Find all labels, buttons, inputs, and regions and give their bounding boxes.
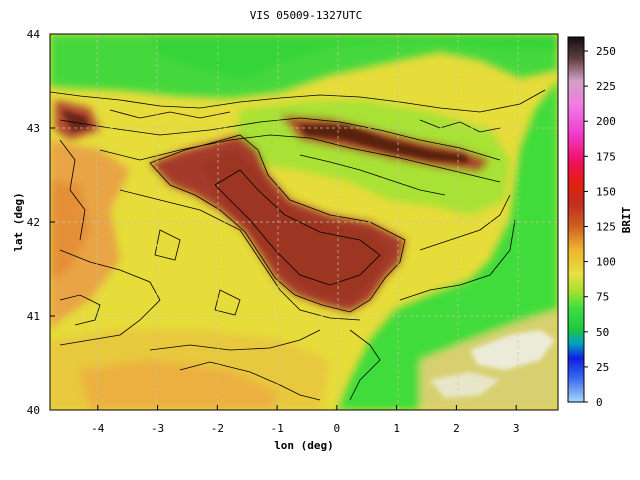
- colorbar-tick-label: 50: [596, 326, 609, 339]
- colorbar-tick-label: 75: [596, 291, 609, 304]
- y-axis: 40 41 42 43 44 lat (deg): [12, 28, 55, 417]
- grid-lines: [50, 34, 558, 410]
- x-tick-label: 2: [453, 422, 460, 435]
- x-tick-label: -1: [270, 422, 283, 435]
- colorbar-tick-label: 250: [596, 45, 616, 58]
- x-tick-label: -2: [211, 422, 224, 435]
- colorbar: 0 25 50 75 100 125 150 175 200 225 250 BRIT: [567, 36, 633, 409]
- colorbar-tick-label: 200: [596, 115, 616, 128]
- y-axis-label: lat (deg): [12, 192, 25, 252]
- plot-title: VIS 05009-1327UTC: [250, 9, 363, 22]
- colorbar-tick-label: 175: [596, 150, 616, 163]
- colorbar-label: BRIT: [620, 206, 633, 233]
- colorbar-tick-label: 100: [596, 256, 616, 269]
- x-tick-label: -3: [151, 422, 164, 435]
- x-axis: -4 -3 -2 -1 0 1 2 3 lon (deg): [91, 405, 519, 452]
- colorbar-gradient: [567, 36, 585, 403]
- colorbar-tick-label: 0: [596, 396, 603, 409]
- colorbar-tick-label: 25: [596, 361, 609, 374]
- y-tick-label: 43: [27, 122, 40, 135]
- x-axis-label: lon (deg): [274, 439, 334, 452]
- x-tick-label: 0: [334, 422, 341, 435]
- map-raster: [50, 34, 558, 410]
- colorbar-tick-label: 225: [596, 80, 616, 93]
- x-tick-label: -4: [91, 422, 105, 435]
- y-tick-label: 41: [27, 310, 40, 323]
- x-tick-label: 1: [393, 422, 400, 435]
- y-tick-label: 42: [27, 216, 40, 229]
- y-tick-label: 40: [27, 404, 40, 417]
- x-tick-label: 3: [513, 422, 520, 435]
- contour-lines: [50, 89, 546, 401]
- colorbar-tick-label: 150: [596, 185, 616, 198]
- y-tick-label: 44: [27, 28, 41, 41]
- colorbar-tick-label: 125: [596, 221, 616, 234]
